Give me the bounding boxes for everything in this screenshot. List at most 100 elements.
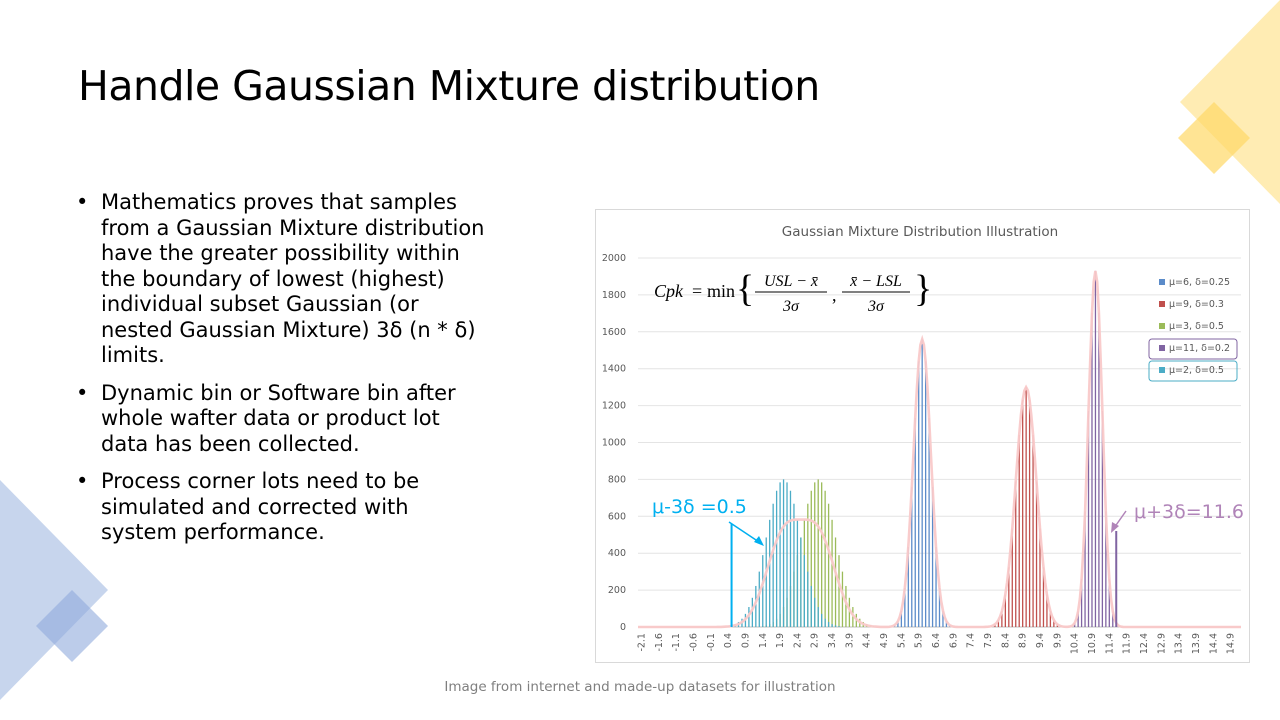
x-tick-label: -2.1 bbox=[636, 633, 647, 652]
upper-limit-arrowhead bbox=[1111, 522, 1119, 533]
x-tick-label: 4.4 bbox=[862, 633, 873, 648]
deco-blue-diamond-small bbox=[36, 590, 108, 662]
x-tick-label: 4.9 bbox=[879, 633, 890, 648]
legend-label: μ=3, δ=0.5 bbox=[1169, 321, 1224, 332]
x-tick-label: 2.4 bbox=[792, 633, 803, 648]
bullet-dot: • bbox=[76, 380, 89, 405]
x-tick-label: 5.9 bbox=[914, 633, 925, 648]
lower-limit-label: μ-3δ =0.5 bbox=[652, 496, 747, 518]
formula-den-1: 3σ bbox=[782, 298, 800, 315]
formula-den-2: 3σ bbox=[867, 298, 885, 315]
bullet-text: Mathematics proves that samples from a G… bbox=[101, 190, 485, 367]
corner-decoration-top-right bbox=[1178, 0, 1280, 204]
chart-title: Gaussian Mixture Distribution Illustrati… bbox=[782, 224, 1058, 240]
x-tick-label: 5.4 bbox=[896, 633, 907, 648]
legend-swatch bbox=[1159, 301, 1165, 307]
formula-separator: , bbox=[832, 285, 837, 305]
mixture-envelope-line bbox=[638, 270, 1241, 629]
gridlines bbox=[638, 257, 1241, 628]
legend-swatch bbox=[1159, 345, 1165, 351]
y-tick-label: 0 bbox=[620, 622, 626, 633]
x-tick-label: 14.9 bbox=[1226, 633, 1237, 654]
limit-annotations: μ-3δ =0.5 μ+3δ=11.6 bbox=[652, 496, 1244, 627]
legend-swatch bbox=[1159, 367, 1165, 373]
y-tick-label: 1000 bbox=[602, 438, 626, 449]
x-tick-label: 3.9 bbox=[844, 633, 855, 648]
x-tick-label: 9.9 bbox=[1052, 633, 1063, 648]
x-tick-label: 7.4 bbox=[966, 633, 977, 648]
corner-decoration-bottom-left bbox=[0, 480, 108, 700]
bullet-dot: • bbox=[76, 469, 89, 493]
bullet-item: • Mathematics proves that samples from a… bbox=[76, 190, 486, 369]
x-tick-label: 11.9 bbox=[1122, 633, 1133, 654]
x-tick-label: 6.4 bbox=[931, 633, 942, 648]
x-tick-label: 14.4 bbox=[1208, 633, 1219, 654]
y-tick-label: 800 bbox=[608, 474, 626, 485]
bullet-dot: • bbox=[76, 190, 89, 214]
y-tick-label: 1800 bbox=[602, 290, 626, 301]
x-tick-label: 3.4 bbox=[827, 633, 838, 648]
y-tick-label: 1200 bbox=[602, 401, 626, 412]
y-tick-label: 400 bbox=[608, 548, 626, 559]
legend-highlight-box bbox=[1148, 360, 1238, 382]
x-tick-label: -1.6 bbox=[654, 633, 665, 652]
formula-eq: = bbox=[692, 281, 702, 301]
chart-frame: Gaussian Mixture Distribution Illustrati… bbox=[595, 209, 1250, 663]
mixture-envelope bbox=[638, 270, 1241, 629]
x-tick-label: -1.1 bbox=[671, 633, 682, 652]
bullet-item: • Process corner lots need to be simulat… bbox=[76, 469, 486, 546]
legend-label: μ=11, δ=0.2 bbox=[1169, 343, 1230, 354]
x-tick-label: 8.9 bbox=[1018, 633, 1029, 648]
formula-lhs: Cpk bbox=[654, 281, 684, 301]
lower-limit-arrowhead bbox=[754, 536, 764, 546]
x-tick-label: -0.1 bbox=[706, 633, 717, 652]
x-tick-label: -0.6 bbox=[688, 633, 699, 652]
y-tick-label: 2000 bbox=[602, 253, 626, 264]
x-tick-label: 0.9 bbox=[740, 633, 751, 648]
formula-brace-left: { bbox=[736, 268, 754, 310]
formula-min: min bbox=[707, 281, 735, 301]
x-tick-label: 13.4 bbox=[1174, 633, 1185, 654]
bullet-text: Dynamic bin or Software bin after whole … bbox=[101, 380, 456, 456]
x-tick-label: 2.9 bbox=[810, 633, 821, 648]
x-axis-ticks: -2.1 -1.6 -1.1 -0.6 -0.1 0.4 0.9 1.4 1.9 2.4 2.9 3.… bbox=[636, 633, 1236, 654]
slide-title: Handle Gaussian Mixture distribution bbox=[78, 62, 820, 110]
bullet-text: Process corner lots need to be simulated… bbox=[101, 469, 420, 544]
histogram-bars bbox=[727, 270, 1121, 627]
y-axis-ticks: 0 200 400 600 800 1000 1200 1400 1600 1800 2000 bbox=[602, 253, 626, 633]
x-tick-label: 9.4 bbox=[1035, 633, 1046, 648]
x-tick-label: 0.4 bbox=[723, 633, 734, 648]
image-caption: Image from internet and made-up datasets… bbox=[444, 679, 836, 695]
upper-limit-label: μ+3δ=11.6 bbox=[1134, 501, 1244, 523]
formula-num-2: x̄ − LSL bbox=[849, 273, 902, 290]
deco-yellow-diamond-small bbox=[1178, 102, 1250, 174]
x-tick-label: 12.9 bbox=[1156, 633, 1167, 654]
legend-label: μ=9, δ=0.3 bbox=[1169, 299, 1224, 310]
x-tick-label: 7.9 bbox=[983, 633, 994, 648]
formula-brace-right: } bbox=[914, 268, 932, 310]
y-tick-label: 1400 bbox=[602, 364, 626, 375]
x-tick-label: 6.9 bbox=[948, 633, 959, 648]
x-tick-label: 8.4 bbox=[1000, 633, 1011, 648]
legend-label: μ=6, δ=0.25 bbox=[1169, 277, 1230, 288]
x-tick-label: 12.4 bbox=[1139, 633, 1150, 654]
legend-highlight-box bbox=[1148, 338, 1238, 360]
legend-label: μ=2, δ=0.5 bbox=[1169, 365, 1224, 376]
legend-swatch bbox=[1159, 279, 1165, 285]
cpk-formula: Cpk = min { USL − x̄ 3σ , x̄ − LSL 3σ } bbox=[654, 268, 932, 315]
deco-yellow-diamond bbox=[1180, 0, 1280, 204]
gaussian-mixture-chart: Gaussian Mixture Distribution Illustrati… bbox=[602, 224, 1244, 654]
bullet-list: • Mathematics proves that samples from a… bbox=[76, 190, 486, 558]
x-tick-label: 1.4 bbox=[758, 633, 769, 648]
x-tick-label: 11.4 bbox=[1104, 633, 1115, 654]
bullet-item: • Dynamic bin or Software bin after whol… bbox=[76, 381, 486, 458]
chart-legend: μ=6, δ=0.25 μ=9, δ=0.3 μ=3, δ=0.5 μ=11, δ=0… bbox=[1148, 277, 1238, 382]
y-tick-label: 600 bbox=[608, 511, 626, 522]
y-tick-label: 200 bbox=[608, 585, 626, 596]
y-tick-label: 1600 bbox=[602, 327, 626, 338]
x-tick-label: 10.4 bbox=[1070, 633, 1081, 654]
deco-blue-diamond bbox=[0, 480, 108, 700]
legend-swatch bbox=[1159, 323, 1165, 329]
x-tick-label: 1.9 bbox=[775, 633, 786, 648]
x-tick-label: 10.9 bbox=[1087, 633, 1098, 654]
